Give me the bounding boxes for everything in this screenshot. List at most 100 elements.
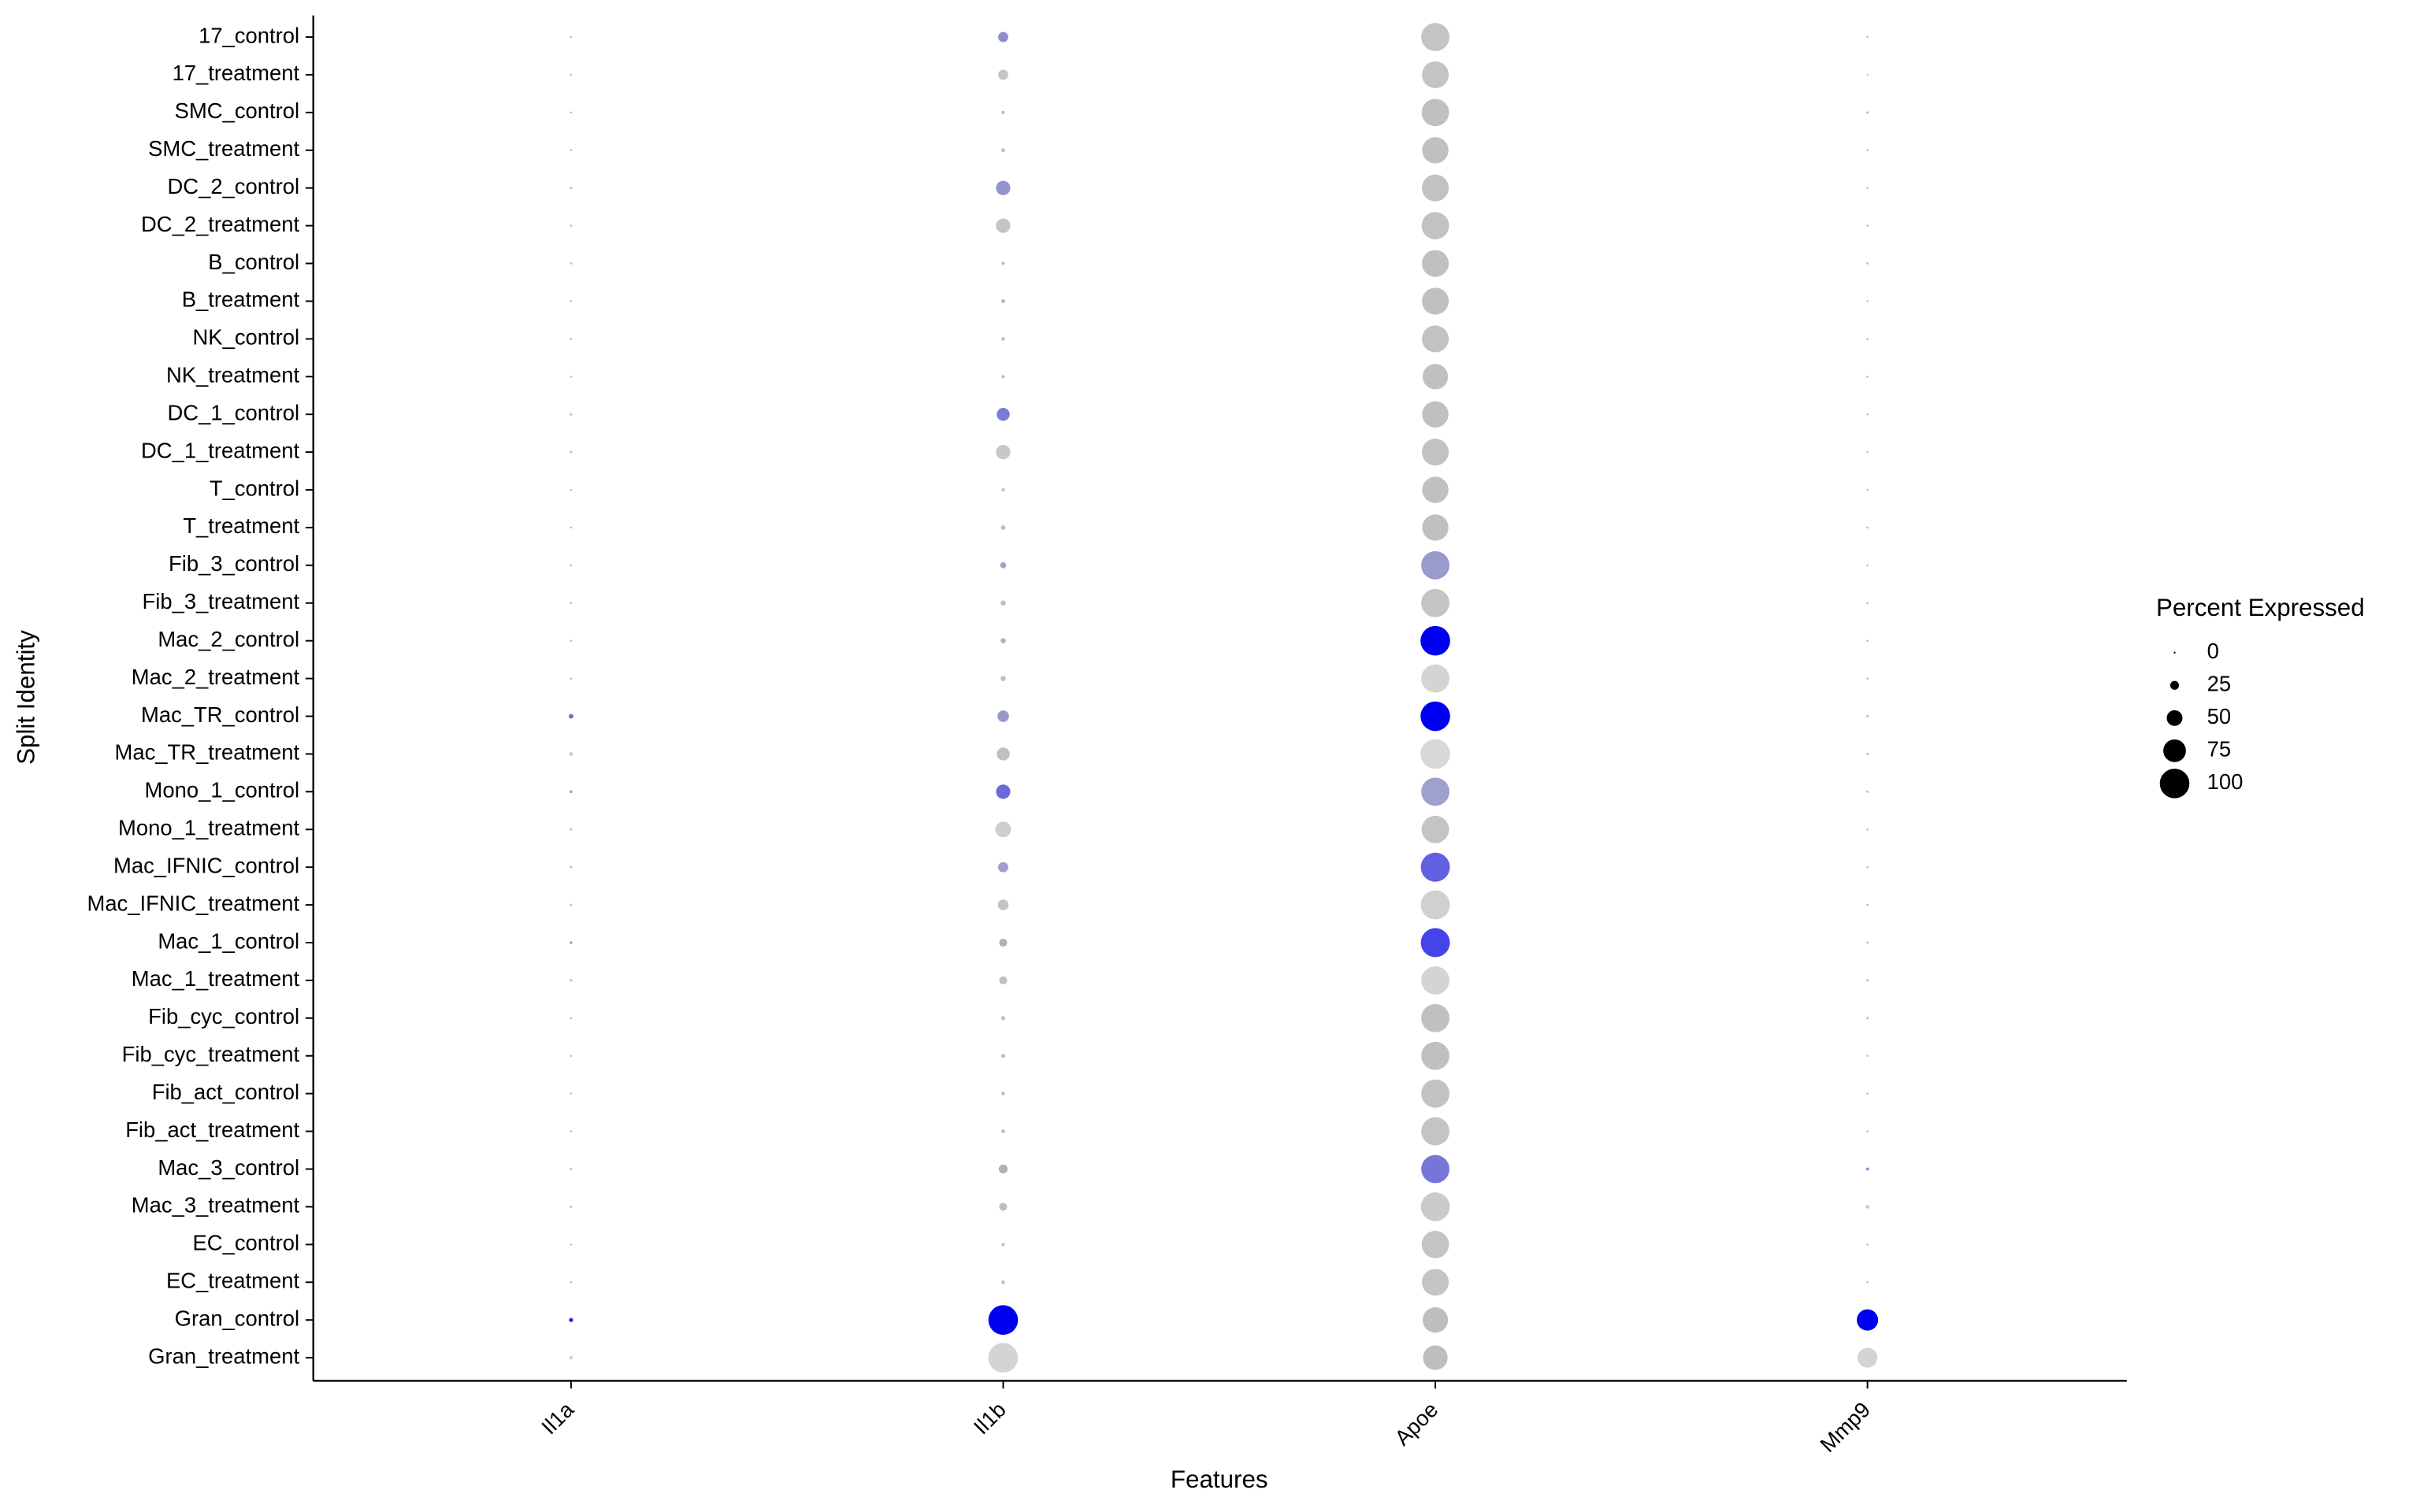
x-axis-title: Features bbox=[1171, 1466, 1268, 1493]
dot bbox=[998, 32, 1008, 43]
dot bbox=[1421, 815, 1449, 843]
legend-dot bbox=[2169, 680, 2180, 690]
dot bbox=[1866, 187, 1869, 190]
y-tick-label: 17_control bbox=[199, 23, 299, 47]
dot bbox=[1420, 739, 1450, 769]
dot bbox=[570, 602, 573, 605]
dot bbox=[1866, 602, 1869, 605]
dot bbox=[570, 149, 573, 152]
y-tick-label: DC_2_treatment bbox=[141, 212, 299, 236]
dot bbox=[570, 187, 573, 190]
dot bbox=[1001, 148, 1005, 153]
dot bbox=[1001, 1243, 1005, 1247]
dot bbox=[1866, 337, 1869, 340]
dot bbox=[1423, 1345, 1448, 1370]
dot bbox=[1421, 588, 1449, 617]
dot bbox=[1866, 639, 1869, 643]
y-tick-label: NK_treatment bbox=[166, 363, 299, 387]
dot bbox=[1421, 1154, 1449, 1184]
dot bbox=[1001, 1129, 1005, 1133]
dot bbox=[570, 564, 573, 567]
legend-dot bbox=[2159, 769, 2190, 799]
y-tick-label: Mac_3_treatment bbox=[132, 1193, 300, 1217]
dot bbox=[995, 821, 1011, 838]
dot bbox=[1420, 890, 1450, 920]
y-tick-label: Mono_1_treatment bbox=[118, 816, 299, 840]
y-tick-label: 17_treatment bbox=[173, 61, 300, 85]
dot bbox=[570, 639, 573, 643]
y-tick-label: Mac_IFNIC_control bbox=[113, 853, 299, 877]
dot bbox=[988, 1343, 1019, 1373]
y-tick-label: Fib_act_control bbox=[152, 1080, 299, 1104]
dot bbox=[570, 450, 573, 454]
dot bbox=[1865, 1167, 1869, 1171]
dot bbox=[998, 69, 1008, 80]
dot bbox=[996, 444, 1011, 460]
dot bbox=[1866, 979, 1869, 982]
dot bbox=[570, 1243, 573, 1246]
dot bbox=[1000, 638, 1006, 643]
dot bbox=[997, 710, 1009, 722]
dot bbox=[1866, 526, 1869, 529]
dot bbox=[1420, 625, 1450, 656]
dot bbox=[998, 1164, 1008, 1174]
dot bbox=[1866, 941, 1869, 944]
dot bbox=[1866, 1243, 1869, 1246]
dot bbox=[570, 865, 573, 869]
dot bbox=[569, 1355, 573, 1360]
dot bbox=[1420, 1192, 1450, 1221]
dot bbox=[1866, 413, 1869, 416]
dot bbox=[1866, 903, 1869, 906]
y-tick-label: Fib_act_treatment bbox=[125, 1117, 299, 1142]
y-tick-label: Gran_control bbox=[175, 1306, 299, 1330]
y-tick-label: NK_control bbox=[193, 325, 300, 350]
dot bbox=[570, 262, 573, 265]
dot bbox=[988, 1305, 1019, 1335]
dot bbox=[1421, 98, 1449, 127]
legend-title: Percent Expressed bbox=[2156, 594, 2365, 621]
legend-dot bbox=[2166, 710, 2183, 726]
dot bbox=[1866, 790, 1869, 793]
y-axis-title: Split Identity bbox=[13, 630, 40, 765]
dot bbox=[1001, 487, 1005, 492]
dot bbox=[1866, 375, 1869, 378]
legend-dot bbox=[2163, 739, 2186, 762]
dot bbox=[1000, 676, 1006, 681]
dot bbox=[1866, 111, 1869, 114]
legend-label: 75 bbox=[2207, 737, 2231, 762]
dot bbox=[570, 35, 573, 39]
dot bbox=[1857, 1309, 1879, 1331]
y-tick-label: Mac_TR_control bbox=[141, 702, 299, 727]
y-tick-label: Mac_TR_treatment bbox=[115, 740, 300, 765]
dot bbox=[1422, 514, 1449, 541]
dot bbox=[570, 1280, 573, 1284]
y-tick-label: Gran_treatment bbox=[148, 1343, 299, 1368]
dot bbox=[1422, 476, 1449, 503]
dot bbox=[1421, 23, 1449, 51]
y-tick-label: T_control bbox=[210, 476, 299, 500]
dot bbox=[1866, 564, 1869, 567]
dot bbox=[570, 488, 573, 491]
dot bbox=[570, 903, 573, 906]
y-tick-label: Fib_cyc_treatment bbox=[122, 1042, 300, 1066]
dot bbox=[1421, 777, 1449, 806]
dot bbox=[1421, 1269, 1449, 1296]
dot bbox=[570, 1167, 573, 1171]
dot bbox=[1866, 1280, 1869, 1284]
dot bbox=[1421, 1003, 1449, 1032]
y-tick-label: Mac_1_treatment bbox=[132, 966, 300, 991]
dot bbox=[999, 938, 1008, 947]
y-tick-label: Mac_3_control bbox=[158, 1155, 299, 1180]
dot bbox=[1422, 137, 1449, 164]
x-tick-label: Mmp9 bbox=[1815, 1397, 1875, 1457]
dot bbox=[1866, 865, 1869, 869]
dot bbox=[570, 1130, 573, 1132]
legend-label: 100 bbox=[2207, 769, 2244, 794]
dot bbox=[1866, 149, 1869, 152]
x-tick-label: Il1b bbox=[969, 1397, 1011, 1439]
y-tick-label: DC_2_control bbox=[168, 174, 300, 198]
dot bbox=[1866, 224, 1869, 227]
x-tick-label: Apoe bbox=[1390, 1397, 1442, 1450]
y-tick-label: Mac_IFNIC_treatment bbox=[87, 891, 299, 915]
legend-dot bbox=[2173, 651, 2176, 654]
